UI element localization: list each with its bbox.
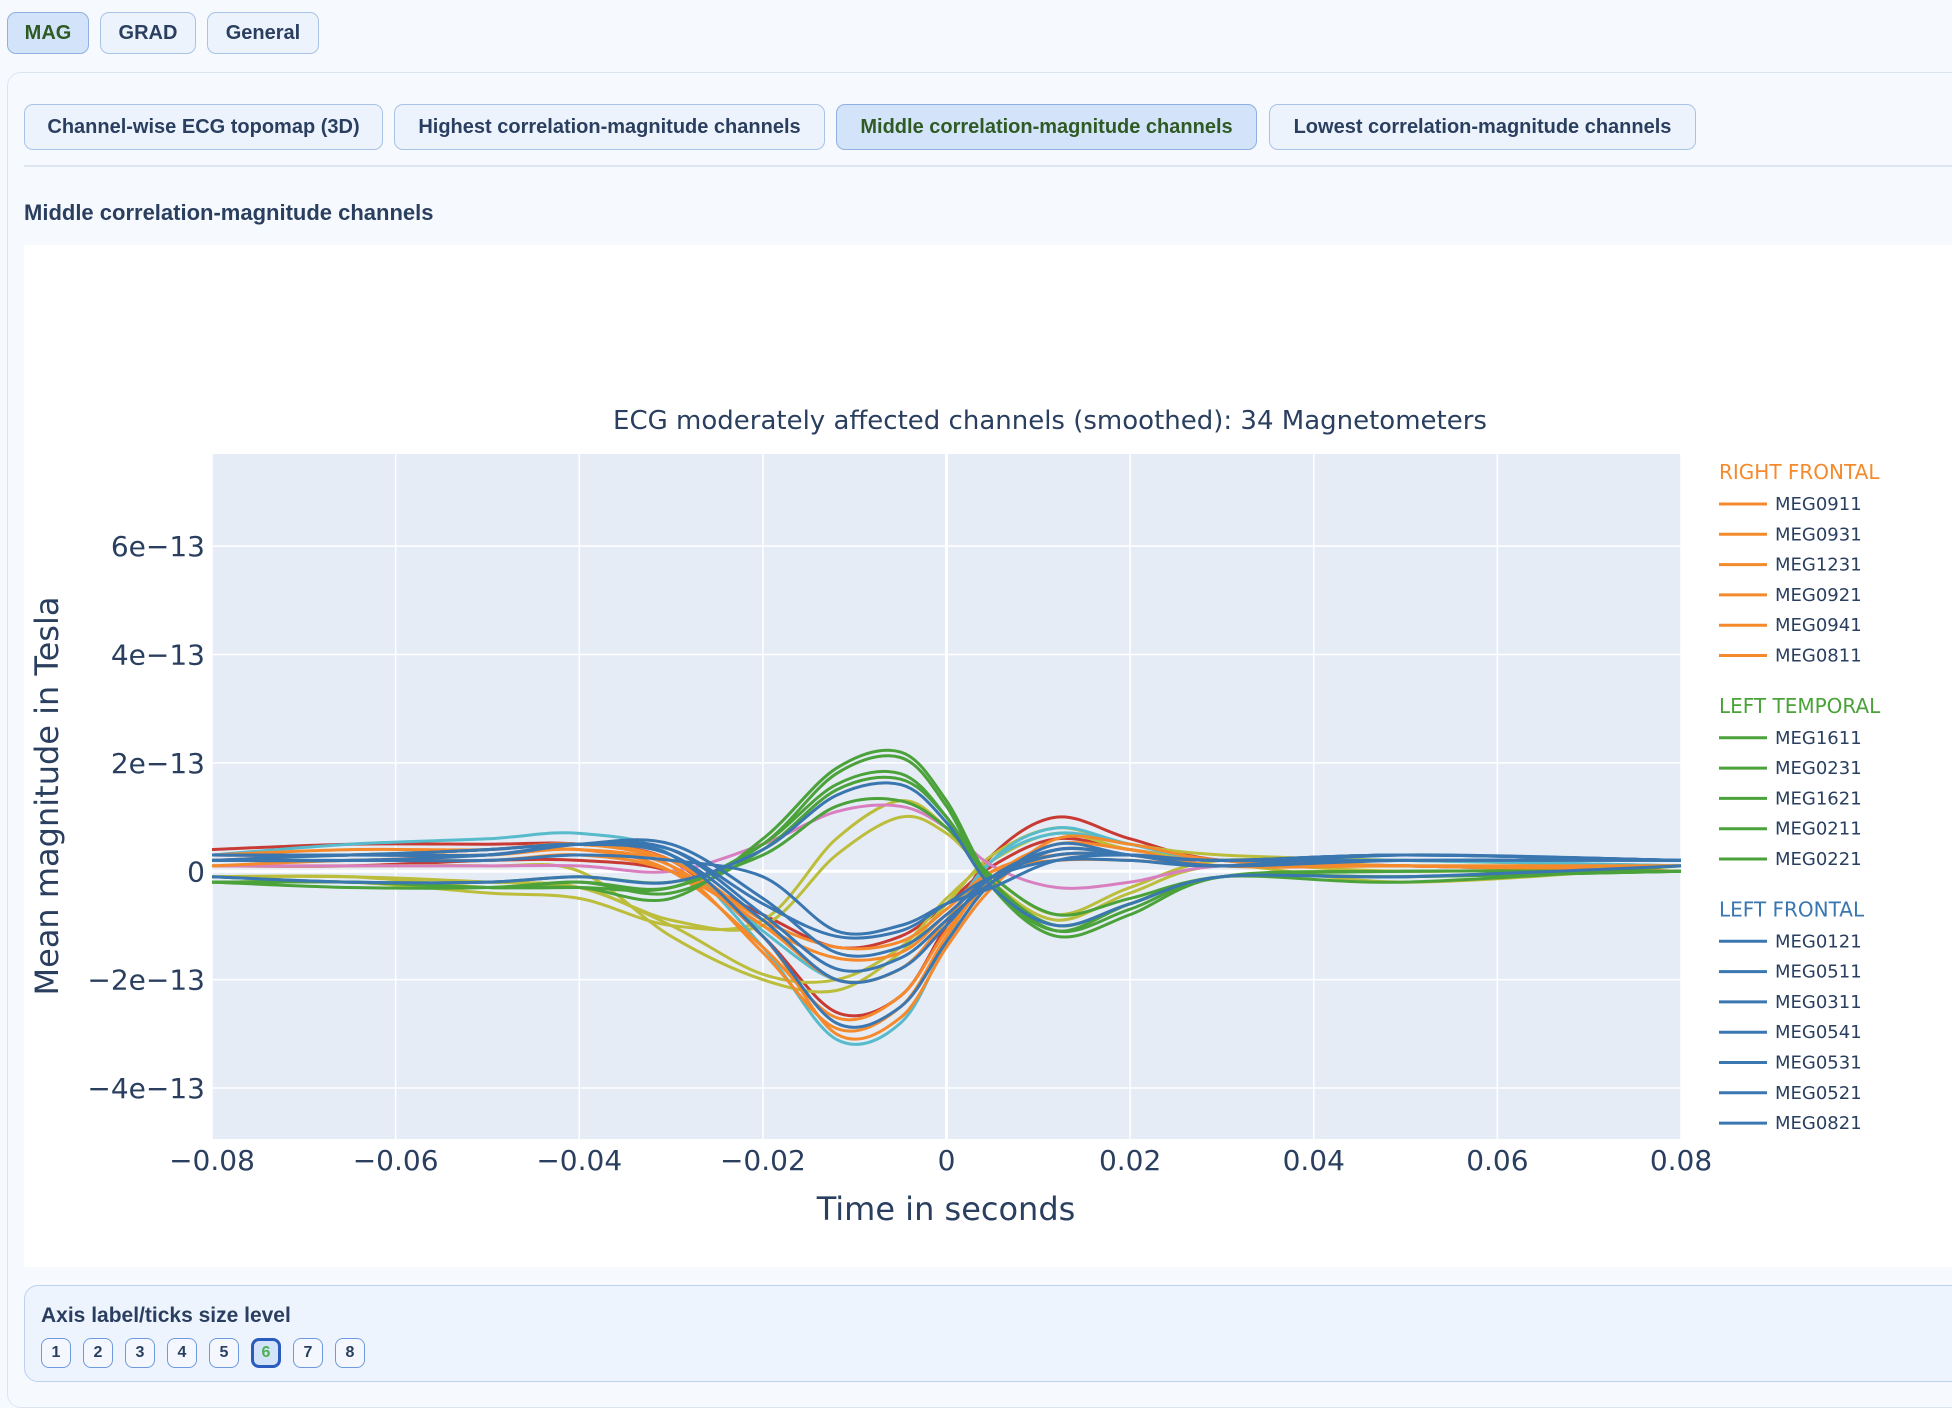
legend-item-label: MEG1611	[1775, 728, 1862, 749]
legend-item-label: MEG0531	[1775, 1053, 1862, 1074]
legend-item[interactable]: MEG0211	[1719, 819, 1862, 840]
y-tick-label: 6e−13	[111, 530, 205, 563]
legend-item-label: MEG0311	[1775, 992, 1862, 1013]
size-level-label: Axis label/ticks size level	[41, 1304, 291, 1327]
legend-item[interactable]: MEG1611	[1719, 728, 1862, 749]
x-tick-label: 0	[938, 1144, 956, 1177]
tab-highest-correlation[interactable]: Highest correlation-magnitude channels	[394, 104, 825, 150]
y-tick-label: −2e−13	[87, 964, 205, 997]
legend-item-label: MEG0911	[1775, 494, 1862, 515]
legend-item[interactable]: MEG0541	[1719, 1022, 1862, 1043]
size-level-button-6[interactable]: 6	[251, 1338, 281, 1368]
legend-item[interactable]: MEG0811	[1719, 646, 1862, 667]
legend-item-label: MEG0931	[1775, 524, 1862, 545]
legend-item[interactable]: MEG0511	[1719, 962, 1862, 983]
legend-item[interactable]: MEG1621	[1719, 788, 1862, 809]
legend-group-title: RIGHT FRONTAL	[1719, 460, 1880, 484]
legend-item[interactable]: MEG0521	[1719, 1083, 1862, 1104]
x-tick-label: −0.08	[169, 1144, 255, 1177]
tab-middle-correlation[interactable]: Middle correlation-magnitude channels	[836, 104, 1257, 150]
legend-item-label: MEG0521	[1775, 1083, 1862, 1104]
chart-title: ECG moderately affected channels (smooth…	[613, 406, 1487, 436]
legend-item-label: MEG0231	[1775, 758, 1862, 779]
legend-item[interactable]: MEG0221	[1719, 849, 1862, 870]
ecg-chart[interactable]: −0.08 −0.06 −0.04 −0.02 0 0.02 0.04 0.06 0.08 −4…	[24, 245, 1952, 1267]
sensor-tab-grad[interactable]: GRAD	[100, 12, 196, 54]
x-tick-label: 0.08	[1650, 1144, 1712, 1177]
y-tick-label: 4e−13	[111, 639, 205, 672]
legend-item[interactable]: MEG0531	[1719, 1053, 1862, 1074]
legend-item[interactable]: MEG0231	[1719, 758, 1862, 779]
chart-svg[interactable]: −0.08 −0.06 −0.04 −0.02 0 0.02 0.04 0.06 0.08 −4…	[24, 245, 1952, 1267]
legend-item[interactable]: MEG0911	[1719, 494, 1862, 515]
size-level-button-7[interactable]: 7	[293, 1338, 323, 1368]
legend-item-label: MEG0511	[1775, 962, 1862, 983]
y-tick-label: 2e−13	[111, 747, 205, 780]
sensor-tab-mag[interactable]: MAG	[7, 12, 89, 54]
legend-group-title: LEFT FRONTAL	[1719, 897, 1865, 921]
tab-lowest-correlation[interactable]: Lowest correlation-magnitude channels	[1269, 104, 1696, 150]
y-axis-label: Mean magnitude in Tesla	[28, 597, 66, 996]
channel-trace-meg0531[interactable]	[211, 781, 1682, 928]
legend-item[interactable]: MEG0931	[1719, 524, 1862, 545]
size-level-button-4[interactable]: 4	[167, 1338, 197, 1368]
size-level-button-8[interactable]: 8	[335, 1338, 365, 1368]
channel-trace-meg0521[interactable]	[211, 842, 1682, 985]
sensor-tab-general[interactable]: General	[207, 12, 319, 54]
legend-item[interactable]: MEG0941	[1719, 615, 1862, 636]
x-tick-label: −0.04	[536, 1144, 622, 1177]
y-tick-label: −4e−13	[87, 1072, 205, 1105]
y-tick-label: 0	[187, 855, 205, 888]
divider	[24, 165, 1952, 167]
x-axis-label: Time in seconds	[816, 1190, 1076, 1228]
size-level-button-1[interactable]: 1	[41, 1338, 71, 1368]
legend-item[interactable]: MEG0121	[1719, 931, 1862, 952]
legend-item-label: MEG0921	[1775, 585, 1862, 606]
x-tick-label: −0.06	[353, 1144, 439, 1177]
legend-item[interactable]: MEG1231	[1719, 555, 1862, 576]
legend-group-title: LEFT TEMPORAL	[1719, 694, 1881, 718]
size-level-button-2[interactable]: 2	[83, 1338, 113, 1368]
size-level-button-5[interactable]: 5	[209, 1338, 239, 1368]
x-tick-label: 0.04	[1283, 1144, 1345, 1177]
x-tick-label: −0.02	[720, 1144, 806, 1177]
legend-item-label: MEG0221	[1775, 849, 1862, 870]
legend-item[interactable]: MEG0821	[1719, 1113, 1862, 1134]
legend-item-label: MEG0811	[1775, 646, 1862, 667]
legend-item-label: MEG1231	[1775, 555, 1862, 576]
tab-channel-topomap[interactable]: Channel-wise ECG topomap (3D)	[24, 104, 383, 150]
legend-item-label: MEG0541	[1775, 1022, 1862, 1043]
legend-item-label: MEG0211	[1775, 819, 1862, 840]
x-tick-label: 0.06	[1466, 1144, 1528, 1177]
section-heading: Middle correlation-magnitude channels	[24, 200, 434, 225]
size-level-button-3[interactable]: 3	[125, 1338, 155, 1368]
legend-item[interactable]: MEG0921	[1719, 585, 1862, 606]
legend-item-label: MEG0941	[1775, 615, 1862, 636]
x-tick-label: 0.02	[1099, 1144, 1161, 1177]
legend-item-label: MEG0121	[1775, 931, 1862, 952]
legend-item[interactable]: MEG0311	[1719, 992, 1862, 1013]
legend-item-label: MEG0821	[1775, 1113, 1862, 1134]
legend-item-label: MEG1621	[1775, 788, 1862, 809]
channel-trace-meg0821[interactable]	[211, 853, 1682, 936]
